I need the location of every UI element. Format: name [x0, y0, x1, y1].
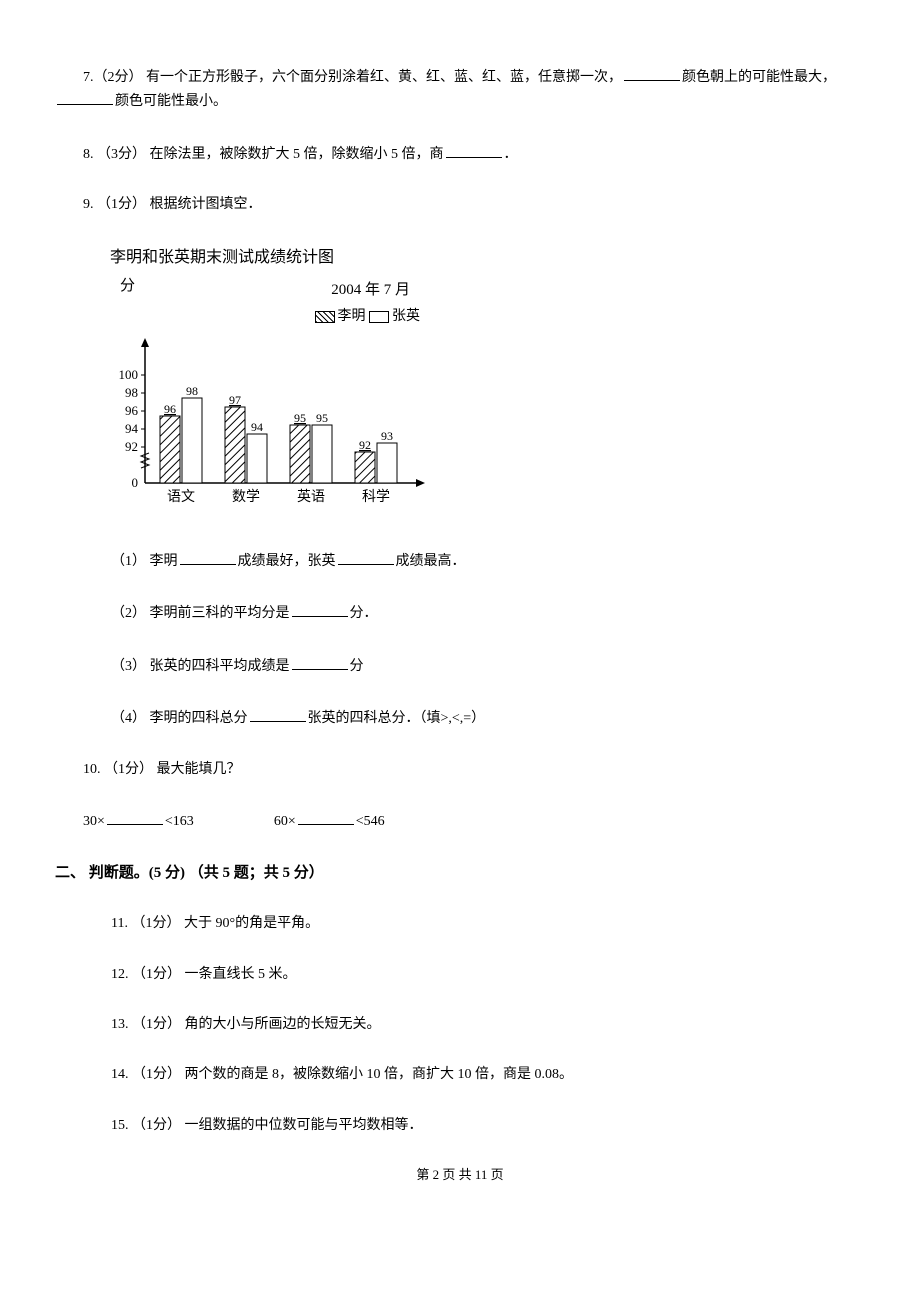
chart-container: 李明和张英期末测试成绩统计图 分 2004 年 7 月 李明 张英 0 92 94 9…	[110, 245, 865, 521]
q9-sub3: （3） 张英的四科平均成绩是 分	[55, 654, 865, 678]
svg-text:95: 95	[294, 411, 306, 425]
question-9-intro: 9. （1分） 根据统计图填空．	[55, 194, 865, 216]
question-7: 7.（2分） 有一个正方形骰子，六个面分别涂着红、黄、红、蓝、红、蓝，任意掷一次…	[55, 65, 865, 114]
q9-sub4-a: （4） 李明的四科总分	[111, 711, 248, 726]
svg-text:100: 100	[119, 367, 139, 382]
svg-text:94: 94	[125, 421, 139, 436]
q9-sub1-b: 成绩最好，张英	[238, 554, 336, 569]
svg-text:数学: 数学	[232, 489, 260, 505]
question-13: 13. （1分） 角的大小与所画边的长短无关。	[55, 1014, 865, 1036]
q9-sub3-a: （3） 张英的四科平均成绩是	[111, 659, 290, 674]
q9-sub1-c: 成绩最高．	[396, 554, 466, 569]
svg-text:97: 97	[229, 393, 241, 407]
question-10-exprs: 30× <163 60× <546	[55, 809, 865, 833]
q7-text-b: 颜色朝上的可能性最大，	[682, 70, 836, 85]
chart-date: 2004 年 7 月	[110, 278, 410, 302]
question-8: 8. （3分） 在除法里，被除数扩大 5 倍，除数缩小 5 倍，商 ．	[55, 142, 865, 166]
question-11: 11. （1分） 大于 90°的角是平角。	[55, 913, 865, 935]
blank	[180, 549, 236, 565]
q9-sub2-b: 分．	[350, 606, 378, 621]
q9-sub1-a: （1） 李明	[111, 554, 178, 569]
q9-sub4-b: 张英的四科总分．（填>,<,=）	[308, 711, 486, 726]
svg-text:98: 98	[125, 385, 138, 400]
q7-text-c: 颜色可能性最小。	[115, 94, 227, 109]
svg-text:0: 0	[132, 475, 139, 490]
svg-text:语文: 语文	[167, 489, 195, 505]
q9-sub3-b: 分	[350, 659, 364, 674]
blank	[250, 706, 306, 722]
legend-empty-box	[369, 311, 389, 323]
question-15: 15. （1分） 一组数据的中位数可能与平均数相等．	[55, 1115, 865, 1137]
q9-intro-text: 9. （1分） 根据统计图填空．	[83, 197, 262, 212]
blank	[292, 601, 348, 617]
q10-intro-text: 10. （1分） 最大能填几？	[83, 762, 241, 777]
svg-text:93: 93	[381, 429, 393, 443]
blank	[292, 654, 348, 670]
svg-text:92: 92	[125, 439, 138, 454]
blank	[338, 549, 394, 565]
chart-title: 李明和张英期末测试成绩统计图	[110, 245, 865, 271]
blank	[446, 142, 502, 158]
blank	[57, 89, 113, 105]
page-footer: 第 2 页 共 11 页	[55, 1165, 865, 1186]
q8-text-b: ．	[504, 147, 518, 162]
q10-expr-a-end: <163	[165, 814, 194, 829]
legend-liming: 李明	[338, 309, 366, 324]
blank	[107, 809, 163, 825]
q9-sub2: （2） 李明前三科的平均分是 分．	[55, 601, 865, 625]
q10-expr-b: 60×	[274, 814, 296, 829]
section-2-title: 二、 判断题。(5 分) （共 5 题；共 5 分）	[55, 861, 865, 885]
q9-sub1: （1） 李明 成绩最好，张英 成绩最高．	[55, 549, 865, 573]
svg-text:英语: 英语	[297, 488, 325, 505]
svg-text:科学: 科学	[362, 489, 390, 505]
q8-text-a: 8. （3分） 在除法里，被除数扩大 5 倍，除数缩小 5 倍，商	[83, 147, 444, 162]
y-axis-label: 分	[120, 274, 135, 298]
bar-chart: 0 92 94 96 98 100 96 98 语文 97 94 数学 95 95 英语 92 93 科学	[110, 333, 430, 513]
svg-text:94: 94	[251, 420, 263, 434]
blank	[624, 65, 680, 81]
question-10-intro: 10. （1分） 最大能填几？	[55, 759, 865, 781]
svg-text:95: 95	[316, 411, 328, 425]
blank	[298, 809, 354, 825]
legend-hatched-box	[315, 311, 335, 323]
legend-zhangying: 张英	[392, 309, 420, 324]
q7-text-a: 7.（2分） 有一个正方形骰子，六个面分别涂着红、黄、红、蓝、红、蓝，任意掷一次…	[83, 70, 622, 85]
q10-expr-b-end: <546	[356, 814, 385, 829]
chart-legend: 李明 张英	[110, 306, 420, 328]
q10-expr-a: 30×	[83, 814, 105, 829]
svg-text:98: 98	[186, 384, 198, 398]
question-12: 12. （1分） 一条直线长 5 米。	[55, 964, 865, 986]
q9-sub2-a: （2） 李明前三科的平均分是	[111, 606, 290, 621]
question-14: 14. （1分） 两个数的商是 8，被除数缩小 10 倍，商扩大 10 倍，商是…	[55, 1064, 865, 1086]
svg-text:92: 92	[359, 438, 371, 452]
q9-sub4: （4） 李明的四科总分 张英的四科总分．（填>,<,=）	[55, 706, 865, 730]
svg-text:96: 96	[125, 403, 139, 418]
svg-text:96: 96	[164, 402, 176, 416]
